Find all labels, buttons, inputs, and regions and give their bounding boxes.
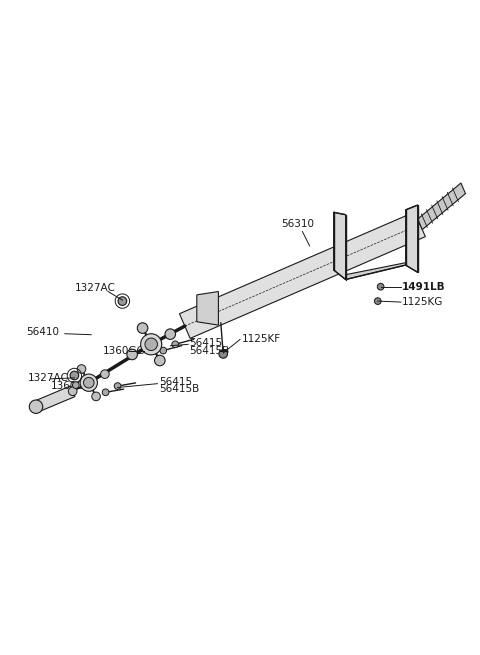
- Circle shape: [77, 365, 86, 373]
- Polygon shape: [197, 291, 218, 325]
- Text: 1125KG: 1125KG: [402, 297, 443, 307]
- Circle shape: [29, 400, 43, 413]
- Circle shape: [114, 383, 121, 390]
- Circle shape: [101, 370, 109, 379]
- Polygon shape: [346, 263, 406, 280]
- Circle shape: [155, 355, 165, 365]
- Polygon shape: [406, 205, 418, 272]
- Circle shape: [219, 350, 228, 358]
- Polygon shape: [34, 386, 75, 412]
- Circle shape: [141, 334, 162, 355]
- Circle shape: [84, 377, 94, 388]
- Text: 56415: 56415: [159, 377, 192, 386]
- Text: 1327AC: 1327AC: [74, 283, 115, 293]
- Text: 56415B: 56415B: [159, 384, 200, 394]
- Circle shape: [118, 297, 127, 305]
- Circle shape: [70, 371, 79, 380]
- Text: 1360GG: 1360GG: [103, 346, 146, 356]
- Circle shape: [72, 382, 79, 388]
- Text: 1125KF: 1125KF: [241, 333, 281, 343]
- Text: 1491LB: 1491LB: [402, 282, 445, 291]
- Circle shape: [102, 389, 109, 396]
- Circle shape: [377, 284, 384, 290]
- Circle shape: [92, 392, 100, 401]
- Text: 56310: 56310: [281, 219, 314, 229]
- Polygon shape: [334, 212, 346, 280]
- Text: 56415B: 56415B: [190, 346, 230, 356]
- Circle shape: [374, 298, 381, 305]
- Circle shape: [145, 338, 157, 350]
- Text: 1327AC: 1327AC: [28, 373, 69, 383]
- Circle shape: [127, 349, 137, 360]
- Circle shape: [68, 387, 77, 396]
- Circle shape: [172, 341, 179, 348]
- Circle shape: [165, 329, 176, 339]
- Polygon shape: [418, 183, 466, 230]
- Circle shape: [160, 347, 167, 354]
- Circle shape: [137, 323, 148, 333]
- Text: 56415: 56415: [190, 338, 223, 348]
- Circle shape: [80, 374, 97, 391]
- Text: 1360GG: 1360GG: [50, 381, 93, 391]
- Polygon shape: [180, 212, 425, 339]
- Text: 56410: 56410: [26, 328, 60, 337]
